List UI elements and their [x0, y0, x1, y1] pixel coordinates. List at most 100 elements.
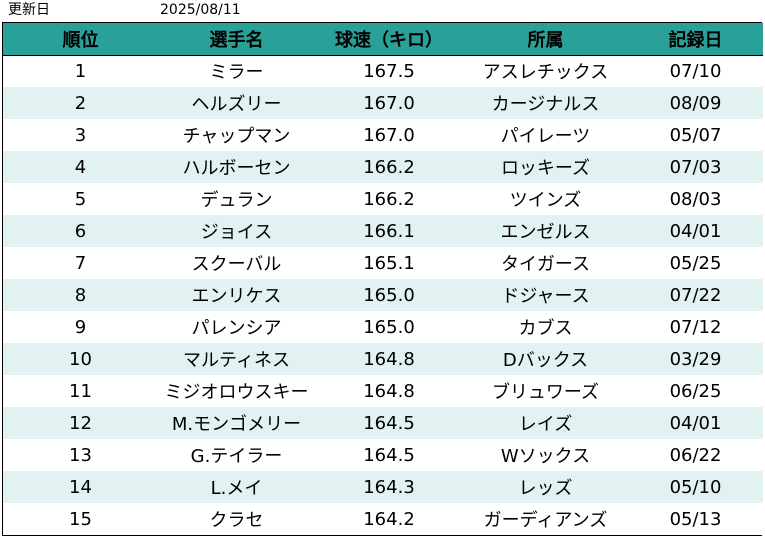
cell-player: ジョイス: [200, 222, 273, 243]
cell-rank: 2: [74, 92, 87, 114]
header-date: 記録日: [628, 23, 763, 56]
cell-rank: 8: [74, 284, 87, 306]
ranking-table-container: 順位 選手名 球速（キロ） 所属 記録日 1 ミラー 167.5 アスレチックス 07/…: [2, 22, 763, 536]
table-row: 12 M.モンゴメリー 164.5 レイズ 04/01: [3, 407, 763, 439]
cell-rank: 13: [69, 444, 92, 466]
cell-player: エンリケス: [191, 286, 282, 307]
cell-player: M.モンゴメリー: [171, 414, 302, 435]
cell-speed: 164.3: [363, 476, 415, 498]
cell-team: アスレチックス: [482, 62, 609, 84]
cell-date: 07/12: [669, 316, 722, 338]
cell-rank: 1: [74, 60, 87, 82]
cell-speed: 165.1: [363, 252, 415, 274]
table-row: 15 クラセ 164.2 ガーディアンズ 05/13: [3, 503, 763, 535]
header-rank: 順位: [3, 23, 158, 56]
table-row: 4 ハルボーセン 166.2 ロッキーズ 07/03: [3, 151, 763, 183]
cell-speed: 166.1: [363, 220, 415, 242]
cell-date: 05/25: [669, 252, 722, 274]
cell-rank: 11: [69, 380, 92, 402]
table-row: 14 L.メイ 164.3 レッズ 05/10: [3, 471, 763, 503]
table-row: 2 ヘルズリー 167.0 カージナルス 08/09: [3, 87, 763, 119]
cell-player: デュラン: [200, 190, 273, 211]
cell-date: 06/22: [669, 444, 722, 466]
cell-speed: 167.0: [363, 124, 415, 146]
cell-date: 07/10: [669, 60, 722, 82]
pitch-speed-ranking-table: 順位 選手名 球速（キロ） 所属 記録日 1 ミラー 167.5 アスレチックス 07/…: [3, 23, 763, 535]
table-row: 1 ミラー 167.5 アスレチックス 07/10: [3, 55, 763, 87]
update-info: 更新日 2025/08/11: [0, 0, 765, 22]
table-row: 13 G.テイラー 164.5 Wソックス 06/22: [3, 439, 763, 471]
cell-player: ミラー: [209, 62, 264, 84]
cell-date: 08/09: [669, 92, 722, 114]
cell-team: ドジャース: [501, 286, 590, 307]
cell-rank: 9: [74, 316, 87, 338]
cell-team: カージナルス: [491, 94, 600, 115]
cell-speed: 164.5: [363, 412, 415, 434]
cell-date: 04/01: [669, 412, 722, 434]
cell-date: 07/03: [669, 156, 722, 178]
table-row: 11 ミジオロウスキー 164.8 ブリュワーズ 06/25: [3, 375, 763, 407]
cell-team: エンゼルス: [500, 222, 591, 243]
cell-speed: 167.0: [363, 92, 415, 114]
table-row: 3 チャップマン 167.0 パイレーツ 05/07: [3, 119, 763, 151]
cell-player: スクーバル: [191, 254, 282, 275]
cell-rank: 3: [74, 124, 87, 146]
cell-date: 04/01: [669, 220, 722, 242]
cell-speed: 166.2: [363, 156, 415, 178]
cell-date: 05/10: [669, 476, 722, 498]
table-header-row: 順位 選手名 球速（キロ） 所属 記録日: [3, 23, 763, 56]
cell-team: Wソックス: [500, 446, 591, 467]
cell-rank: 10: [69, 348, 92, 370]
cell-team: ロッキーズ: [500, 158, 591, 179]
cell-team: レッズ: [518, 478, 573, 499]
cell-date: 05/07: [669, 124, 722, 146]
cell-date: 08/03: [669, 188, 722, 210]
cell-rank: 14: [69, 476, 92, 498]
cell-player: ミジオロウスキー: [164, 382, 309, 403]
cell-rank: 5: [74, 188, 87, 210]
table-row: 7 スクーバル 165.1 タイガース 05/25: [3, 247, 763, 279]
cell-team: タイガース: [500, 254, 591, 275]
cell-team: ツインズ: [509, 190, 582, 211]
table-row: 8 エンリケス 165.0 ドジャース 07/22: [3, 279, 763, 311]
cell-rank: 7: [74, 252, 87, 274]
header-team: 所属: [463, 23, 628, 56]
cell-team: パイレーツ: [500, 126, 591, 147]
cell-player: マルティネス: [183, 350, 290, 371]
cell-team: カブス: [518, 318, 573, 339]
cell-player: G.テイラー: [190, 446, 283, 467]
cell-date: 05/13: [669, 508, 722, 530]
header-speed: 球速（キロ）: [315, 23, 463, 56]
cell-speed: 164.2: [363, 508, 415, 530]
cell-team: レイズ: [518, 414, 573, 435]
cell-speed: 164.8: [363, 380, 415, 402]
cell-rank: 6: [74, 220, 87, 242]
cell-date: 07/22: [669, 284, 722, 306]
cell-team: ガーディアンズ: [483, 510, 608, 531]
cell-speed: 167.5: [363, 60, 415, 82]
header-player: 選手名: [158, 23, 315, 56]
updated-label: 更新日: [8, 2, 50, 18]
cell-rank: 4: [74, 156, 87, 178]
cell-speed: 164.5: [363, 444, 415, 466]
updated-date: 2025/08/11: [160, 2, 241, 18]
cell-player: ハルボーセン: [182, 158, 291, 179]
cell-date: 06/25: [669, 380, 722, 402]
cell-team: Dバックス: [502, 350, 589, 371]
table-row: 10 マルティネス 164.8 Dバックス 03/29: [3, 343, 763, 375]
table-row: 9 パレンシア 165.0 カブス 07/12: [3, 311, 763, 343]
cell-speed: 166.2: [363, 188, 415, 210]
cell-team: ブリュワーズ: [491, 382, 600, 403]
table-body: 1 ミラー 167.5 アスレチックス 07/10 2 ヘルズリー 167.0 カージナルス 08…: [3, 55, 763, 535]
cell-speed: 164.8: [363, 348, 415, 370]
cell-player: L.メイ: [210, 478, 263, 499]
cell-date: 03/29: [669, 348, 722, 370]
cell-rank: 15: [69, 508, 92, 530]
table-row: 6 ジョイス 166.1 エンゼルス 04/01: [3, 215, 763, 247]
cell-rank: 12: [69, 412, 92, 434]
cell-player: チャップマン: [182, 126, 291, 147]
table-row: 5 デュラン 166.2 ツインズ 08/03: [3, 183, 763, 215]
cell-speed: 165.0: [363, 316, 415, 338]
cell-speed: 165.0: [363, 284, 415, 306]
cell-player: パレンシア: [191, 318, 282, 339]
